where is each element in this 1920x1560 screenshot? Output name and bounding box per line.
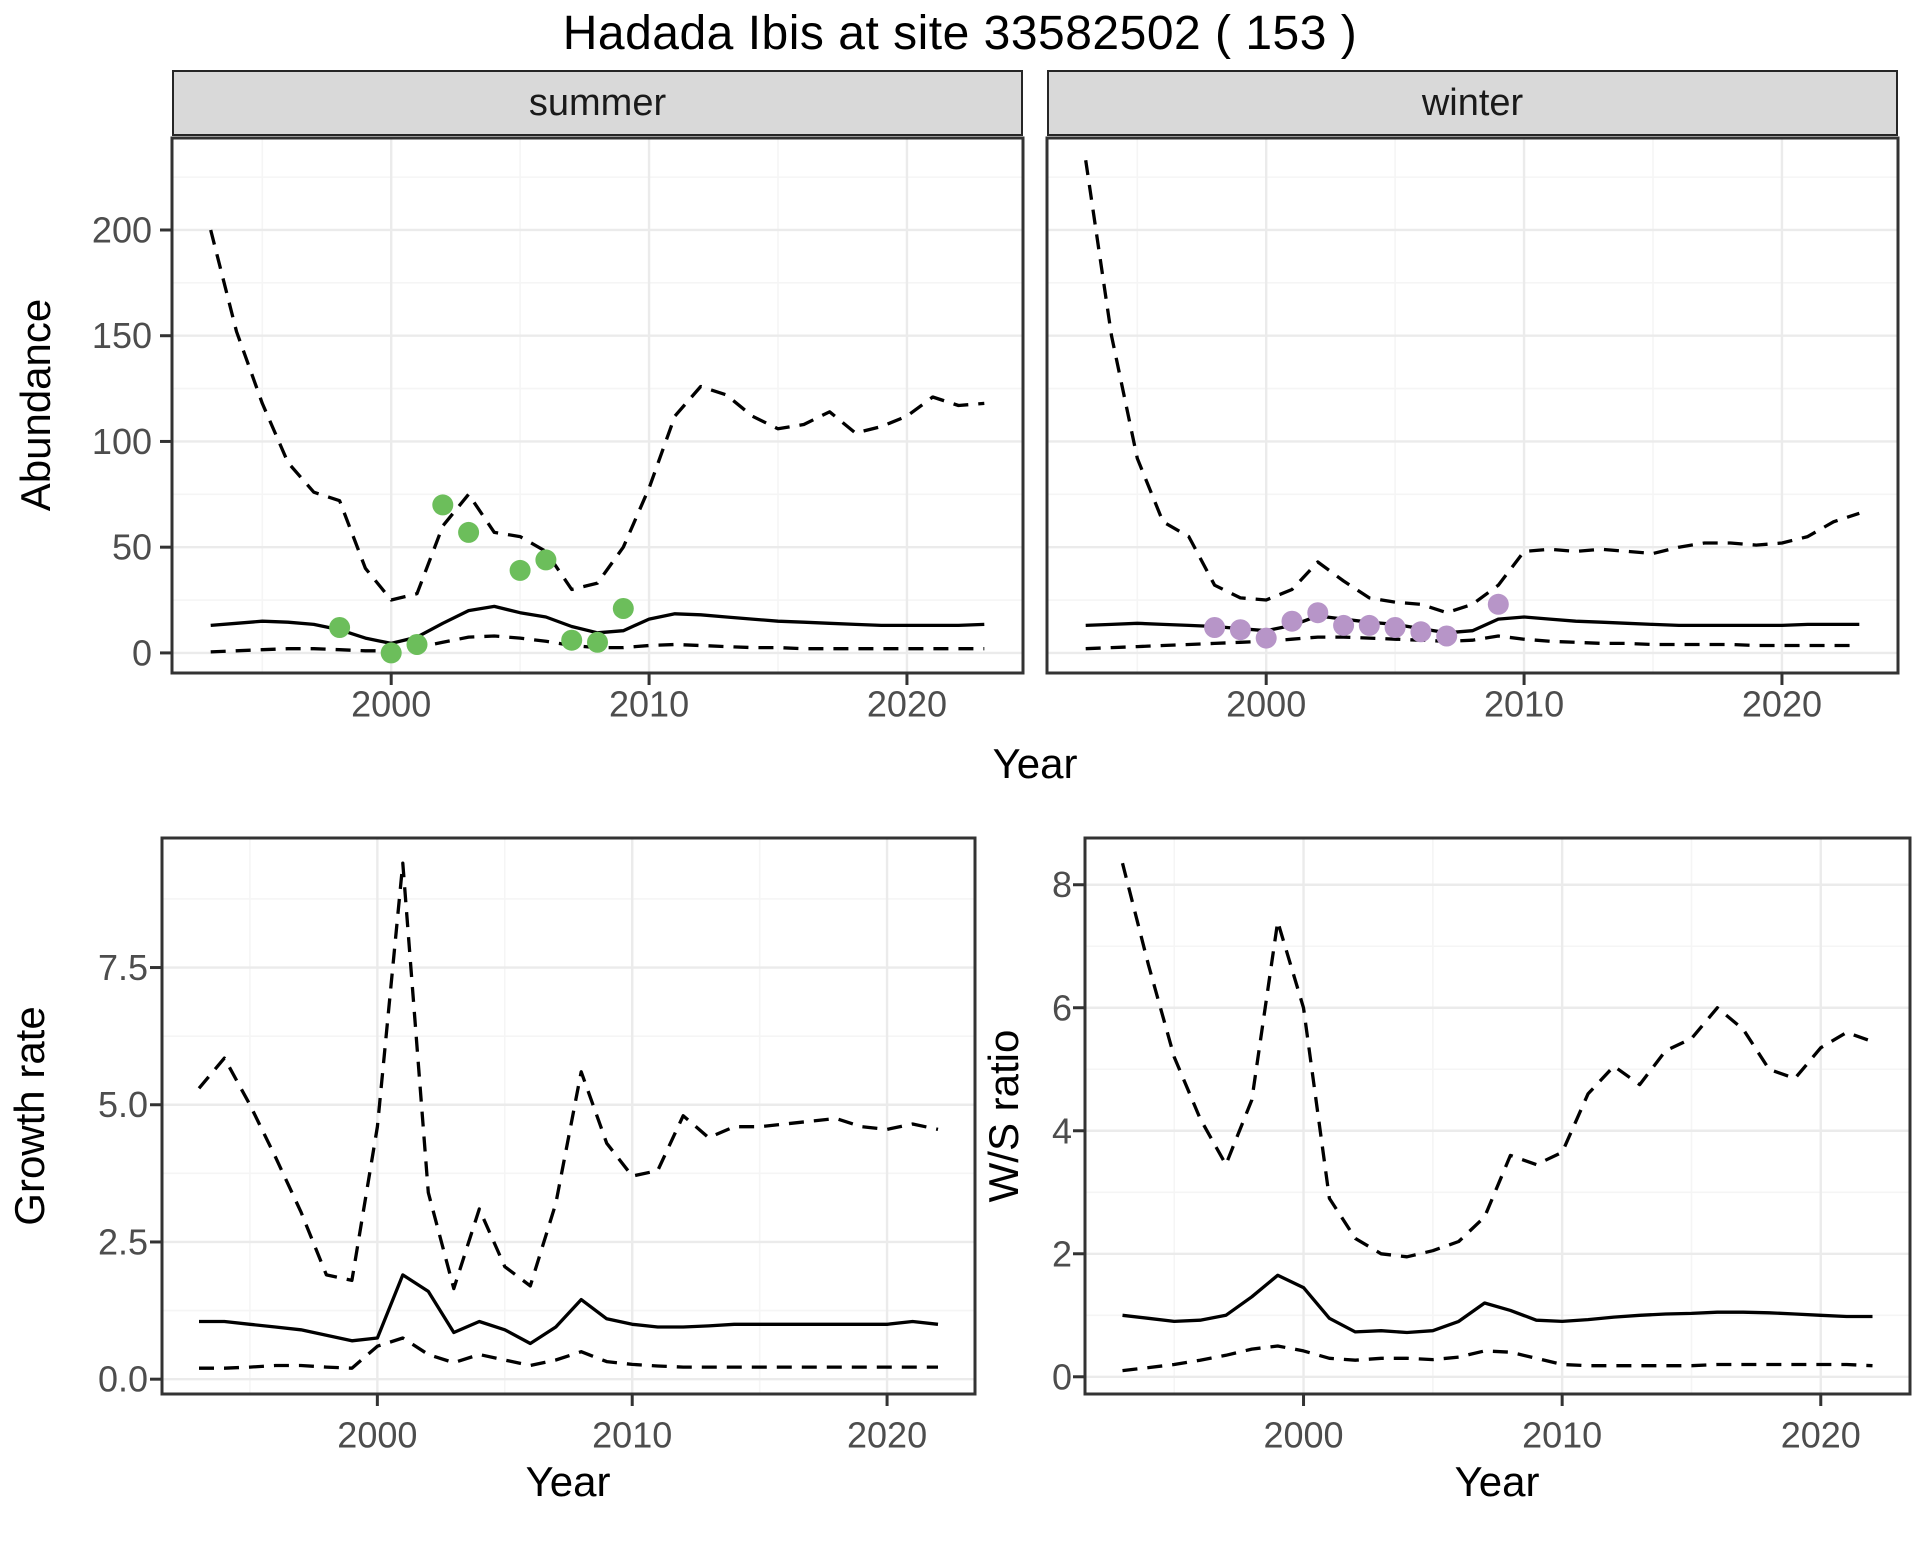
- abundance-winter-observed-count-point: [1204, 617, 1226, 638]
- ws-ratio-y-tick-label: 2: [1052, 1233, 1072, 1274]
- abundance-summer-y-tick-label: 50: [112, 527, 152, 568]
- growth-rate-y-tick-label: 7.5: [98, 947, 148, 988]
- abundance-winter-observed-count-point: [1333, 614, 1355, 636]
- growth-rate-panel-border: [160, 836, 977, 1396]
- growth-rate-x-tick-label: 2020: [847, 1415, 927, 1456]
- abundance-summer-observed-count-point: [432, 494, 454, 516]
- abundance-summer-upper-95ci-line: [209, 229, 985, 602]
- ws-ratio-panel: 2000 2010 2020 0 2 4 6 8: [1052, 836, 1912, 1456]
- abundance-winter-observed-count-point: [1487, 593, 1509, 615]
- growth-rate-panel: 2000 2010 2020 0.0 2.5 5.0 7.5: [98, 836, 977, 1456]
- ws-ratio-lower-95ci-line: [1122, 1344, 1873, 1373]
- abundance-winter-observed-count-point: [1229, 619, 1251, 641]
- abundance-winter-panel-border: [1045, 136, 1900, 675]
- growth-rate-panel-background: [162, 838, 975, 1394]
- growth-rate-x-axis-title: Year: [525, 1458, 611, 1505]
- facet-strip-summer: summer: [172, 70, 1023, 136]
- abundance-summer-y-tick-label: 150: [92, 315, 152, 356]
- abundance-winter-x-tick-label: 2020: [1742, 684, 1822, 725]
- growth-rate-upper-95ci-line: [197, 861, 939, 1291]
- abundance-winter-observed-count-point: [1358, 614, 1380, 636]
- ws-ratio-y-tick-label: 0: [1052, 1356, 1072, 1397]
- figure-title: Hadada Ibis at site 33582502 ( 153 ): [562, 7, 1358, 60]
- abundance-winter-observed-count-point: [1281, 610, 1303, 632]
- abundance-winter-lower-95ci-line: [1085, 634, 1860, 651]
- facet-label-summer: summer: [528, 81, 667, 124]
- ws-ratio-y-tick-label: 6: [1052, 987, 1072, 1028]
- top-x-axis-title: Year: [992, 740, 1078, 787]
- abundance-summer-panel: 2000 2010 2020 0 50 100 150 200: [92, 136, 1025, 725]
- abundance-summer-observed-count-point: [458, 521, 480, 543]
- abundance-winter-observed-count-point: [1384, 617, 1406, 638]
- abundance-summer-observed-count-point: [587, 631, 608, 653]
- abundance-summer-observed-count-point: [535, 549, 557, 571]
- ws-ratio-x-axis-title: Year: [1454, 1458, 1540, 1505]
- facet-strip-winter: winter: [1047, 70, 1898, 136]
- ws-ratio-upper-95ci-line: [1120, 862, 1874, 1259]
- growth-rate-y-tick-label: 0.0: [98, 1359, 148, 1400]
- abundance-summer-panel-background: [172, 138, 1023, 673]
- growth-rate-y-axis-title: Growth rate: [6, 1006, 53, 1226]
- growth-rate-lower-95ci-line: [199, 1336, 938, 1370]
- abundance-winter-upper-95ci-line: [1084, 159, 1860, 615]
- abundance-summer-y-tick-label: 100: [92, 421, 152, 462]
- growth-rate-y-tick-label: 2.5: [98, 1221, 148, 1262]
- abundance-summer-observed-count-point: [509, 559, 531, 581]
- abundance-winter-panel-background: [1047, 138, 1898, 673]
- facet-label-winter: winter: [1421, 81, 1524, 124]
- ws-ratio-x-tick-label: 2020: [1781, 1415, 1861, 1456]
- abundance-summer-observed-count-point: [561, 629, 583, 651]
- ws-ratio-panel-background: [1085, 838, 1910, 1394]
- abundance-summer-panel-border: [170, 136, 1025, 675]
- abundance-winter-observed-count-point: [1410, 621, 1432, 643]
- abundance-summer-x-tick-label: 2000: [351, 684, 431, 725]
- ws-ratio-x-tick-label: 2000: [1263, 1415, 1343, 1456]
- ws-ratio-y-tick-label: 4: [1052, 1110, 1072, 1151]
- ws-ratio-median-line: [1122, 1273, 1873, 1335]
- abundance-winter-observed-count-point: [1255, 627, 1277, 649]
- abundance-summer-x-tick-label: 2010: [609, 684, 689, 725]
- ws-ratio-panel-border: [1083, 836, 1912, 1396]
- abundance-summer-observed-count-point: [406, 634, 428, 655]
- abundance-y-axis-title: Abundance: [12, 298, 59, 512]
- abundance-summer-observed-count-point: [329, 617, 351, 638]
- ws-ratio-x-tick-label: 2010: [1522, 1415, 1602, 1456]
- growth-rate-median-line: [199, 1273, 939, 1346]
- abundance-winter-x-tick-label: 2000: [1226, 684, 1306, 725]
- abundance-summer-y-tick-label: 200: [92, 209, 152, 250]
- abundance-winter-panel: 2000 2010 2020: [1045, 136, 1900, 725]
- ws-ratio-y-tick-label: 8: [1052, 864, 1072, 905]
- abundance-winter-observed-count-point: [1436, 625, 1458, 647]
- ws-ratio-y-axis-title: W/S ratio: [980, 1029, 1027, 1203]
- abundance-summer-y-tick-label: 0: [132, 632, 152, 673]
- abundance-summer-observed-count-point: [380, 642, 402, 664]
- growth-rate-y-tick-label: 5.0: [98, 1084, 148, 1125]
- abundance-winter-observed-count-point: [1307, 602, 1329, 624]
- abundance-winter-x-tick-label: 2010: [1484, 684, 1564, 725]
- abundance-summer-x-tick-label: 2020: [867, 684, 947, 725]
- growth-rate-x-tick-label: 2010: [592, 1415, 672, 1456]
- abundance-summer-observed-count-point: [612, 598, 634, 619]
- growth-rate-x-tick-label: 2000: [337, 1415, 417, 1456]
